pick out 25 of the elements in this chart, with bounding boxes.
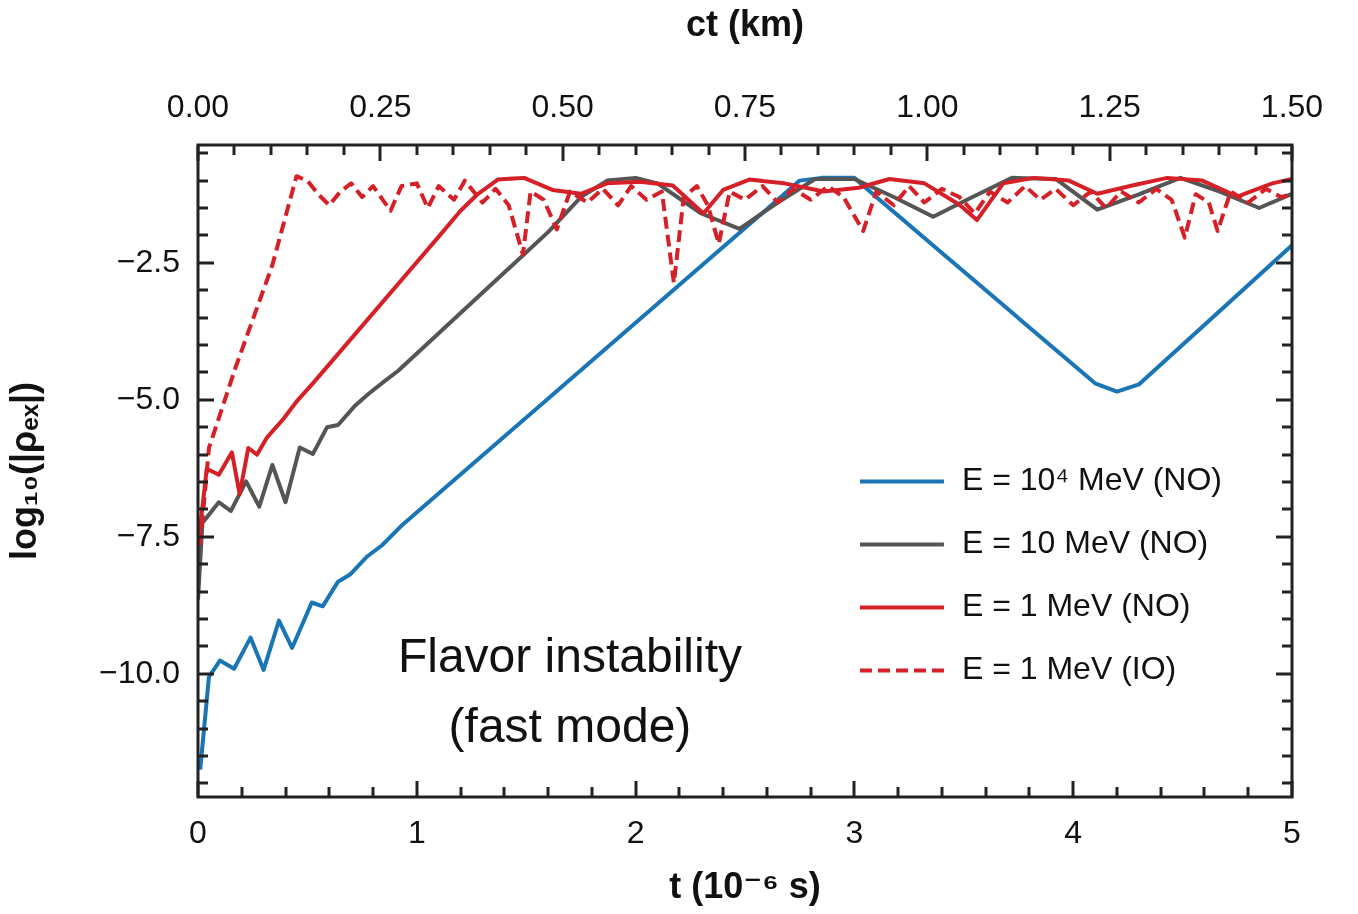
y-axis-title: log₁₀(|ρₑₓ|) [2,381,45,561]
x-tick-label: 3 [845,814,864,851]
x-tick-label: 5 [1283,814,1301,851]
x-tick-label: 1 [407,814,426,851]
y-tick-label: −2.5 [116,242,180,279]
x-tick-label: 4 [1064,814,1083,851]
y-tick-label: −10.0 [99,653,180,690]
x2-tick-label: 0.50 [531,87,594,124]
legend-label: E = 1 MeV (NO) [961,587,1191,624]
x2-tick-label: 0.25 [349,87,412,124]
x-axis-title: t (10⁻⁶ s) [669,865,821,907]
x2-tick-label: 1.00 [896,87,959,124]
x2-tick-label: 0.00 [166,87,230,124]
x2-axis-title: ct (km) [685,2,805,44]
x-tick-label: 0 [189,814,207,851]
legend-label: E = 1 MeV (IO) [961,650,1177,687]
annotation: Flavor instability (fast mode) [397,629,743,752]
legend-label: E = 10 MeV (NO) [961,524,1209,561]
x2-tick-label: 1.50 [1260,87,1324,124]
x2-tick-label: 1.25 [1078,87,1141,124]
y-tick-label: −5.0 [116,379,180,416]
x-tick-label: 2 [626,814,645,851]
legend-label: E = 10⁴ MeV (NO) [961,461,1222,498]
y-tick-label: −7.5 [116,516,180,553]
x2-tick-label: 0.75 [713,87,777,124]
